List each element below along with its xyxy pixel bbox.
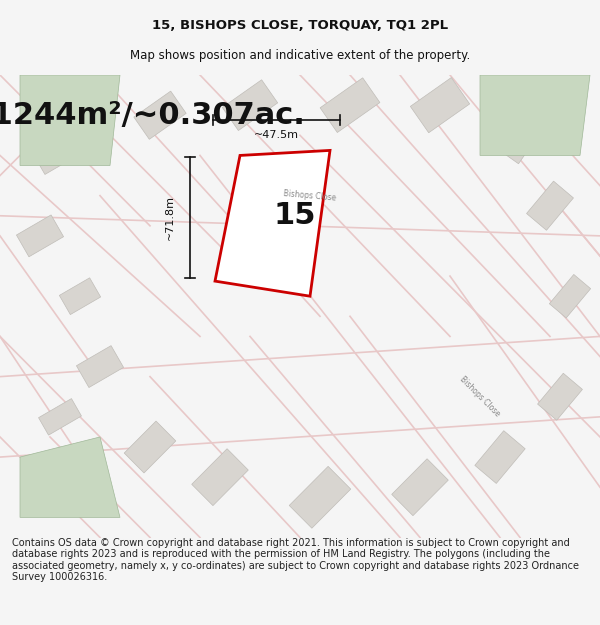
Polygon shape bbox=[475, 431, 525, 484]
Polygon shape bbox=[320, 78, 380, 132]
Polygon shape bbox=[410, 78, 470, 132]
Text: 15: 15 bbox=[274, 201, 316, 230]
Polygon shape bbox=[28, 116, 92, 174]
Text: Bishops Close: Bishops Close bbox=[283, 189, 337, 202]
Polygon shape bbox=[550, 274, 590, 318]
Text: ~71.8m: ~71.8m bbox=[165, 195, 175, 240]
Text: ~47.5m: ~47.5m bbox=[254, 131, 299, 141]
Text: 15, BISHOPS CLOSE, TORQUAY, TQ1 2PL: 15, BISHOPS CLOSE, TORQUAY, TQ1 2PL bbox=[152, 19, 448, 32]
Polygon shape bbox=[289, 466, 351, 528]
Text: Contains OS data © Crown copyright and database right 2021. This information is : Contains OS data © Crown copyright and d… bbox=[12, 538, 579, 582]
Polygon shape bbox=[38, 399, 82, 435]
Polygon shape bbox=[480, 75, 590, 156]
Text: Bishops Close: Bishops Close bbox=[458, 375, 502, 419]
Polygon shape bbox=[494, 107, 546, 164]
Polygon shape bbox=[20, 437, 120, 518]
Polygon shape bbox=[16, 215, 64, 257]
Polygon shape bbox=[59, 278, 101, 314]
Polygon shape bbox=[527, 181, 574, 230]
Text: ~1244m²/~0.307ac.: ~1244m²/~0.307ac. bbox=[0, 101, 306, 130]
Text: Map shows position and indicative extent of the property.: Map shows position and indicative extent… bbox=[130, 49, 470, 62]
Polygon shape bbox=[192, 449, 248, 506]
Polygon shape bbox=[538, 373, 583, 420]
Polygon shape bbox=[20, 75, 120, 166]
Polygon shape bbox=[215, 151, 330, 296]
Polygon shape bbox=[223, 80, 278, 131]
Polygon shape bbox=[76, 346, 124, 388]
Polygon shape bbox=[134, 91, 186, 139]
Polygon shape bbox=[392, 459, 448, 516]
Polygon shape bbox=[67, 74, 113, 116]
Polygon shape bbox=[124, 421, 176, 473]
